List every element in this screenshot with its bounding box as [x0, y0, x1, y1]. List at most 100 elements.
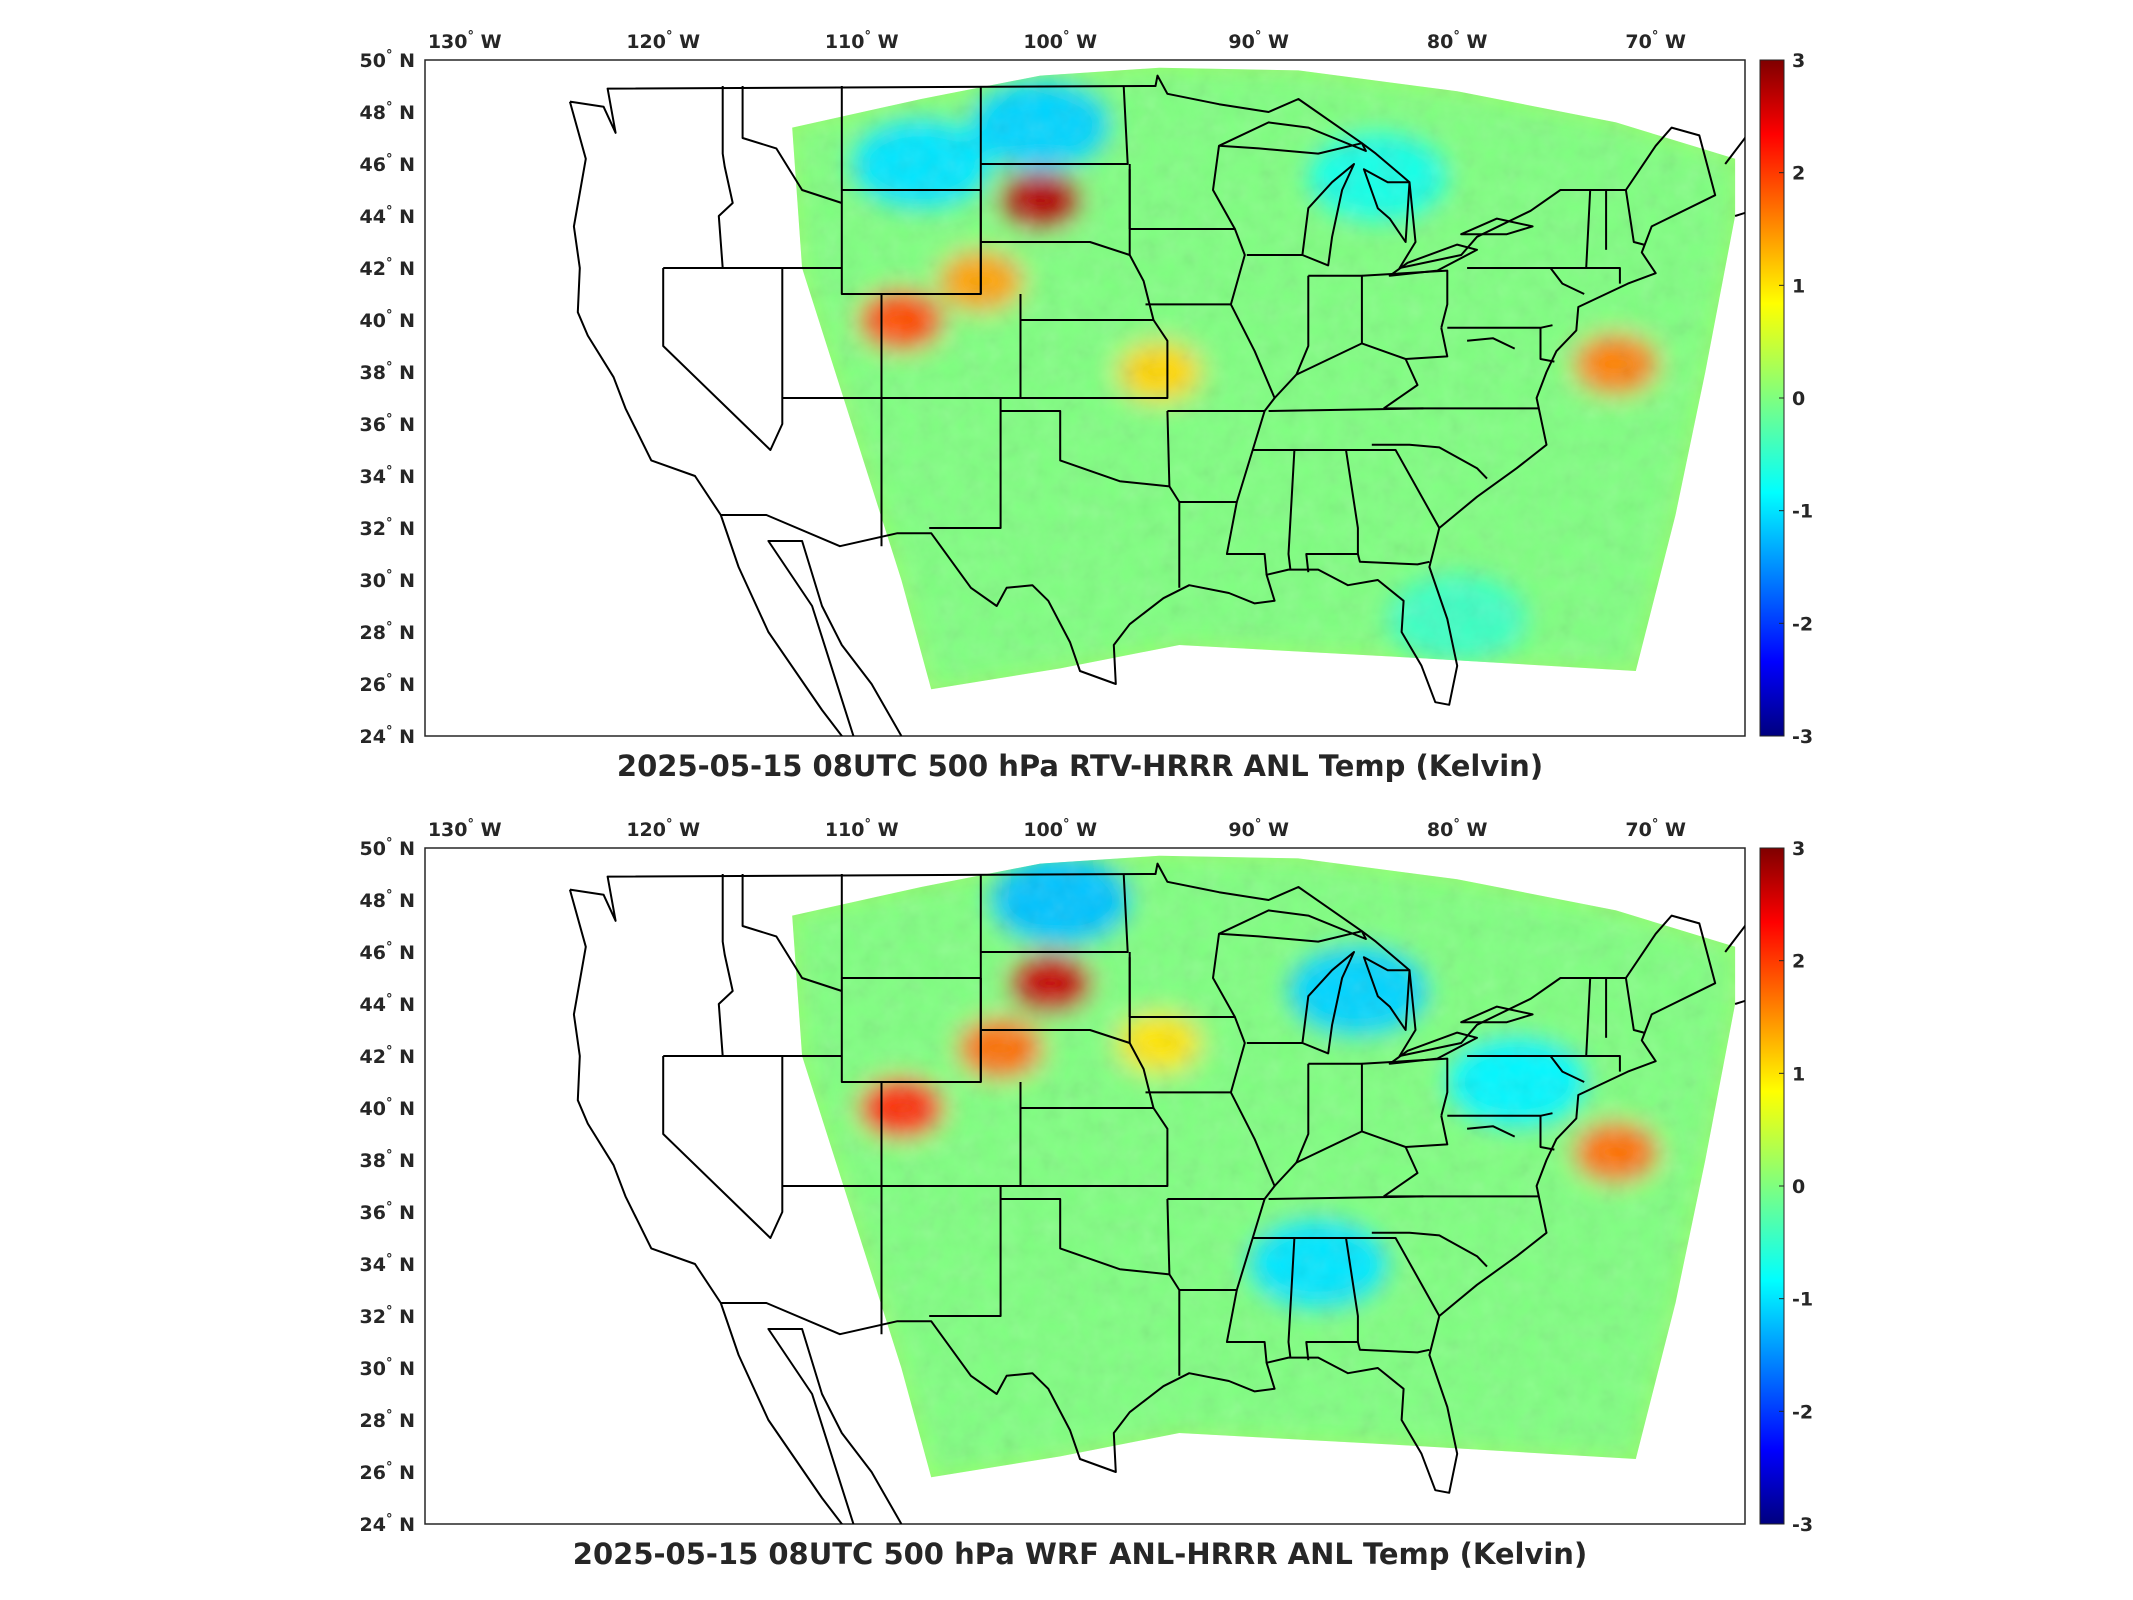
great-lake	[1362, 956, 1411, 1031]
longitude-tick-label: 70° W	[1625, 817, 1686, 841]
state-border	[1356, 1341, 1430, 1354]
longitude-tick-label: 100° W	[1023, 29, 1097, 53]
state-border	[1371, 443, 1488, 480]
state-border	[1447, 1112, 1553, 1117]
great-lake	[1460, 1005, 1534, 1024]
panel-title: 2025-05-15 08UTC 500 hPa WRF ANL-HRRR AN…	[573, 1537, 1587, 1571]
state-border	[662, 1056, 784, 1239]
latitude-tick-label: 44° N	[360, 204, 415, 228]
state-border	[1294, 1237, 1359, 1361]
state-border	[1212, 933, 1236, 1018]
us-outline	[568, 74, 1717, 706]
great-lake	[1218, 121, 1367, 155]
state-border	[1356, 553, 1430, 566]
latitude-tick-label: 50° N	[360, 48, 415, 72]
state-border	[1273, 275, 1310, 399]
longitude-tick-label: 110° W	[825, 817, 899, 841]
state-border	[1273, 1063, 1310, 1187]
state-border	[980, 85, 1129, 165]
canada-coast	[1724, 136, 1745, 165]
latitude-tick-label: 34° N	[360, 1252, 415, 1276]
colorbar-tick-label: 2	[1792, 163, 1805, 185]
latitude-tick-label: 24° N	[360, 724, 415, 748]
state-boundaries	[568, 74, 1745, 736]
state-border	[662, 268, 784, 451]
latitude-tick-label: 36° N	[360, 1200, 415, 1224]
state-border	[1405, 1115, 1449, 1148]
colorbar-tick-label: 0	[1792, 1176, 1805, 1198]
longitude-tick-label: 130° W	[428, 29, 502, 53]
state-boundaries	[568, 862, 1745, 1524]
state-border	[980, 873, 1129, 953]
state-border	[1346, 1237, 1441, 1317]
latitude-tick-label: 32° N	[360, 1304, 415, 1328]
temperature-field	[792, 855, 1736, 1478]
us-outline	[568, 862, 1717, 1494]
temperature-field	[792, 67, 1736, 690]
colorbar-tick-label: -2	[1792, 613, 1813, 635]
state-border	[1447, 324, 1553, 329]
state-border	[1225, 1289, 1268, 1363]
state-border	[1466, 337, 1516, 350]
latitude-tick-label: 40° N	[360, 308, 415, 332]
state-border	[1586, 267, 1621, 284]
state-border	[929, 398, 1002, 529]
mexico-coast	[719, 514, 903, 736]
latitude-tick-label: 28° N	[360, 1408, 415, 1432]
latitude-tick-label: 50° N	[360, 836, 415, 860]
state-border	[1225, 501, 1268, 575]
latitude-tick-label: 36° N	[360, 412, 415, 436]
colorbar-tick-label: 0	[1792, 388, 1805, 410]
state-border	[1230, 303, 1276, 412]
state-border	[1020, 319, 1169, 399]
great-lake	[1362, 168, 1411, 243]
colorbar-tick-label: 3	[1792, 50, 1805, 72]
state-border	[929, 1186, 1002, 1317]
state-border	[1129, 1016, 1246, 1093]
colorbar-tick-label: 1	[1792, 1063, 1805, 1085]
state-border	[1466, 1125, 1516, 1138]
state-border	[1294, 449, 1359, 573]
colorbar-ticks: 3 2 1 0 -1 -2 -3	[1779, 50, 1813, 748]
colorbar: 3 2 1 0 -1 -2 -3	[1759, 838, 1813, 1536]
latitude-tick-label: 26° N	[360, 672, 415, 696]
state-border	[1230, 1091, 1276, 1200]
great-lake	[1301, 163, 1355, 267]
state-border	[1212, 145, 1236, 230]
latitude-tick-label: 46° N	[360, 152, 415, 176]
colorbar-tick-label: -1	[1792, 1289, 1813, 1311]
state-border	[1539, 1115, 1555, 1151]
latitude-tick-label: 44° N	[360, 992, 415, 1016]
latitude-tick-label: 48° N	[360, 888, 415, 912]
latitude-tick-label: 48° N	[360, 100, 415, 124]
state-border	[717, 874, 734, 1057]
great-lake	[1388, 1031, 1478, 1065]
latitude-tick-label: 38° N	[360, 1148, 415, 1172]
colorbar-ticks: 3 2 1 0 -1 -2 -3	[1779, 838, 1813, 1536]
state-border	[1586, 1055, 1621, 1072]
latitude-tick-label: 26° N	[360, 1460, 415, 1484]
longitude-ticks: 130° W 120° W 110° W 100° W 90° W 80° W 70° W	[428, 817, 1686, 841]
latitude-ticks: 24° N 26° N 28° N 30° N 32° N 34° N 36° N 38° N…	[360, 836, 415, 1536]
panel-title: 2025-05-15 08UTC 500 hPa RTV-HRRR ANL Te…	[617, 749, 1543, 783]
state-border	[741, 86, 843, 204]
colorbar: 3 2 1 0 -1 -2 -3	[1759, 50, 1813, 748]
state-border	[1252, 449, 1296, 570]
state-border	[782, 1081, 883, 1187]
longitude-tick-label: 100° W	[1023, 817, 1097, 841]
great-lake	[1388, 243, 1478, 277]
state-border	[1624, 977, 1645, 1034]
state-border	[1405, 327, 1449, 360]
colorbar-tick-label: -2	[1792, 1401, 1813, 1423]
great-lake	[1301, 951, 1355, 1055]
longitude-tick-label: 90° W	[1228, 29, 1289, 53]
state-border	[1346, 449, 1441, 529]
latitude-tick-label: 46° N	[360, 940, 415, 964]
colorbar-tick-label: -3	[1792, 1514, 1813, 1536]
colorbar-tick-label: -1	[1792, 501, 1813, 523]
canada-coast	[1734, 211, 1745, 217]
state-border	[782, 293, 883, 399]
longitude-tick-label: 110° W	[825, 29, 899, 53]
latitude-tick-label: 42° N	[360, 1044, 415, 1068]
